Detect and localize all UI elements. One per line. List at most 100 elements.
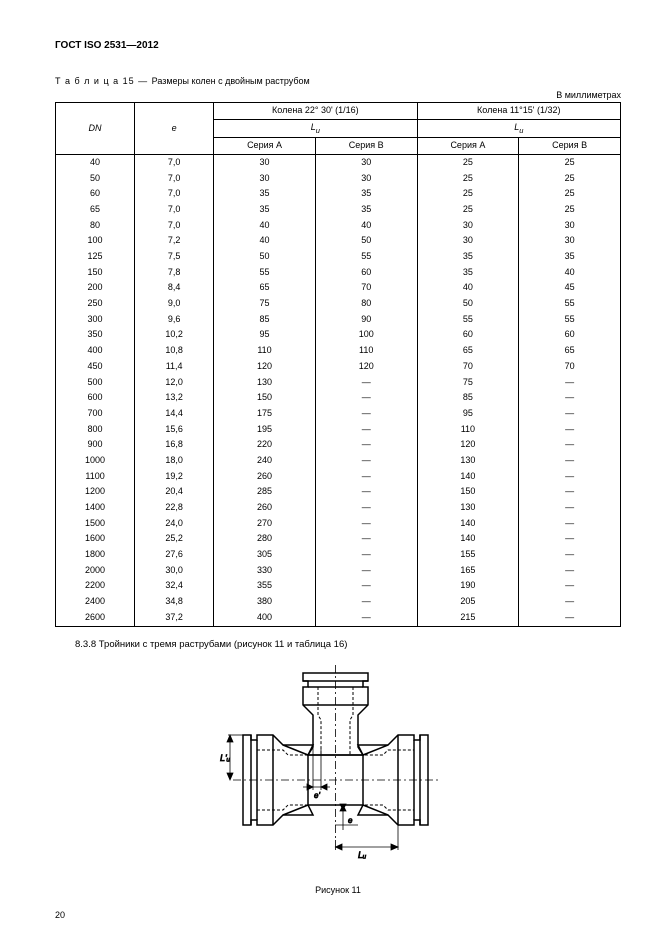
cell-e: 7,8 bbox=[135, 265, 214, 281]
cell-b2: 30 bbox=[519, 218, 621, 234]
table-row: 657,035352525 bbox=[56, 202, 621, 218]
cell-dn: 2600 bbox=[56, 610, 135, 626]
cell-dn: 1400 bbox=[56, 500, 135, 516]
table-row: 90016,8220—120— bbox=[56, 437, 621, 453]
cell-b1: — bbox=[315, 484, 417, 500]
cell-e: 9,6 bbox=[135, 312, 214, 328]
table-row: 507,030302525 bbox=[56, 171, 621, 187]
table-row: 40010,81101106565 bbox=[56, 343, 621, 359]
cell-e: 7,2 bbox=[135, 233, 214, 249]
cell-a2: 30 bbox=[417, 233, 519, 249]
table-row: 3009,685905555 bbox=[56, 312, 621, 328]
cell-e: 7,0 bbox=[135, 186, 214, 202]
cell-a1: 260 bbox=[214, 500, 316, 516]
cell-dn: 900 bbox=[56, 437, 135, 453]
cell-a2: 95 bbox=[417, 406, 519, 422]
cell-b1: 110 bbox=[315, 343, 417, 359]
cell-e: 8,4 bbox=[135, 280, 214, 296]
cell-b1: 90 bbox=[315, 312, 417, 328]
cell-e: 37,2 bbox=[135, 610, 214, 626]
cell-b2: 25 bbox=[519, 154, 621, 170]
cell-b2: — bbox=[519, 500, 621, 516]
col-group1: Колена 22° 30' (1/16) bbox=[214, 103, 417, 120]
cell-a1: 305 bbox=[214, 547, 316, 563]
dim-e: e bbox=[348, 816, 353, 825]
cell-b2: 55 bbox=[519, 312, 621, 328]
cell-b2: 55 bbox=[519, 296, 621, 312]
cell-e: 22,8 bbox=[135, 500, 214, 516]
cell-b2: 25 bbox=[519, 171, 621, 187]
cell-b1: 55 bbox=[315, 249, 417, 265]
table-row: 2509,075805055 bbox=[56, 296, 621, 312]
section-caption: 8.3.8 Тройники с тремя раструбами (рисун… bbox=[75, 639, 621, 650]
cell-a1: 270 bbox=[214, 516, 316, 532]
cell-dn: 200 bbox=[56, 280, 135, 296]
cell-e: 25,2 bbox=[135, 531, 214, 547]
cell-e: 7,0 bbox=[135, 218, 214, 234]
dim-lu-horiz: Lᵤ bbox=[358, 850, 366, 860]
cell-b2: — bbox=[519, 578, 621, 594]
document-header: ГОСТ ISO 2531—2012 bbox=[55, 40, 621, 51]
cell-a1: 30 bbox=[214, 171, 316, 187]
cell-a1: 380 bbox=[214, 594, 316, 610]
cell-dn: 40 bbox=[56, 154, 135, 170]
cell-a1: 95 bbox=[214, 327, 316, 343]
cell-b1: — bbox=[315, 547, 417, 563]
cell-e: 32,4 bbox=[135, 578, 214, 594]
cell-dn: 800 bbox=[56, 422, 135, 438]
cell-a1: 85 bbox=[214, 312, 316, 328]
cell-a2: 205 bbox=[417, 594, 519, 610]
cell-a1: 220 bbox=[214, 437, 316, 453]
col-series-b-1: Серия В bbox=[315, 138, 417, 155]
table-row: 2008,465704045 bbox=[56, 280, 621, 296]
cell-a2: 55 bbox=[417, 312, 519, 328]
cell-b1: — bbox=[315, 594, 417, 610]
table-row: 50012,0130—75— bbox=[56, 375, 621, 391]
caption-text: Размеры колен с двойным раструбом bbox=[152, 76, 310, 86]
cell-b1: 30 bbox=[315, 154, 417, 170]
cell-e: 12,0 bbox=[135, 375, 214, 391]
table-row: 1007,240503030 bbox=[56, 233, 621, 249]
table-row: 607,035352525 bbox=[56, 186, 621, 202]
cell-b1: — bbox=[315, 516, 417, 532]
cell-b2: — bbox=[519, 469, 621, 485]
cell-a1: 240 bbox=[214, 453, 316, 469]
cell-b1: 60 bbox=[315, 265, 417, 281]
cell-a2: 155 bbox=[417, 547, 519, 563]
cell-a2: 75 bbox=[417, 375, 519, 391]
cell-a2: 50 bbox=[417, 296, 519, 312]
table-row: 110019,2260—140— bbox=[56, 469, 621, 485]
page-number: 20 bbox=[55, 910, 621, 920]
cell-b1: 40 bbox=[315, 218, 417, 234]
cell-b1: — bbox=[315, 578, 417, 594]
cell-e: 7,0 bbox=[135, 171, 214, 187]
cell-dn: 2000 bbox=[56, 563, 135, 579]
table-row: 200030,0330—165— bbox=[56, 563, 621, 579]
cell-b1: — bbox=[315, 531, 417, 547]
dimensions-table: DN e Колена 22° 30' (1/16) Колена 11°15'… bbox=[55, 102, 621, 627]
cell-e: 15,6 bbox=[135, 422, 214, 438]
cell-a2: 190 bbox=[417, 578, 519, 594]
cell-a2: 40 bbox=[417, 280, 519, 296]
cell-dn: 100 bbox=[56, 233, 135, 249]
cell-dn: 60 bbox=[56, 186, 135, 202]
cell-dn: 1600 bbox=[56, 531, 135, 547]
cell-a1: 65 bbox=[214, 280, 316, 296]
cell-dn: 350 bbox=[56, 327, 135, 343]
col-series-a-1: Серия А bbox=[214, 138, 316, 155]
cell-b1: 70 bbox=[315, 280, 417, 296]
cell-dn: 1100 bbox=[56, 469, 135, 485]
cell-a1: 30 bbox=[214, 154, 316, 170]
cell-a2: 25 bbox=[417, 186, 519, 202]
cell-b2: — bbox=[519, 375, 621, 391]
cell-a2: 25 bbox=[417, 171, 519, 187]
cell-e: 7,5 bbox=[135, 249, 214, 265]
cell-dn: 450 bbox=[56, 359, 135, 375]
cell-a1: 330 bbox=[214, 563, 316, 579]
cell-b2: — bbox=[519, 484, 621, 500]
cell-a2: 35 bbox=[417, 249, 519, 265]
cell-b2: — bbox=[519, 422, 621, 438]
cell-a2: 110 bbox=[417, 422, 519, 438]
table-row: 70014,4175—95— bbox=[56, 406, 621, 422]
col-series-b-2: Серия В bbox=[519, 138, 621, 155]
